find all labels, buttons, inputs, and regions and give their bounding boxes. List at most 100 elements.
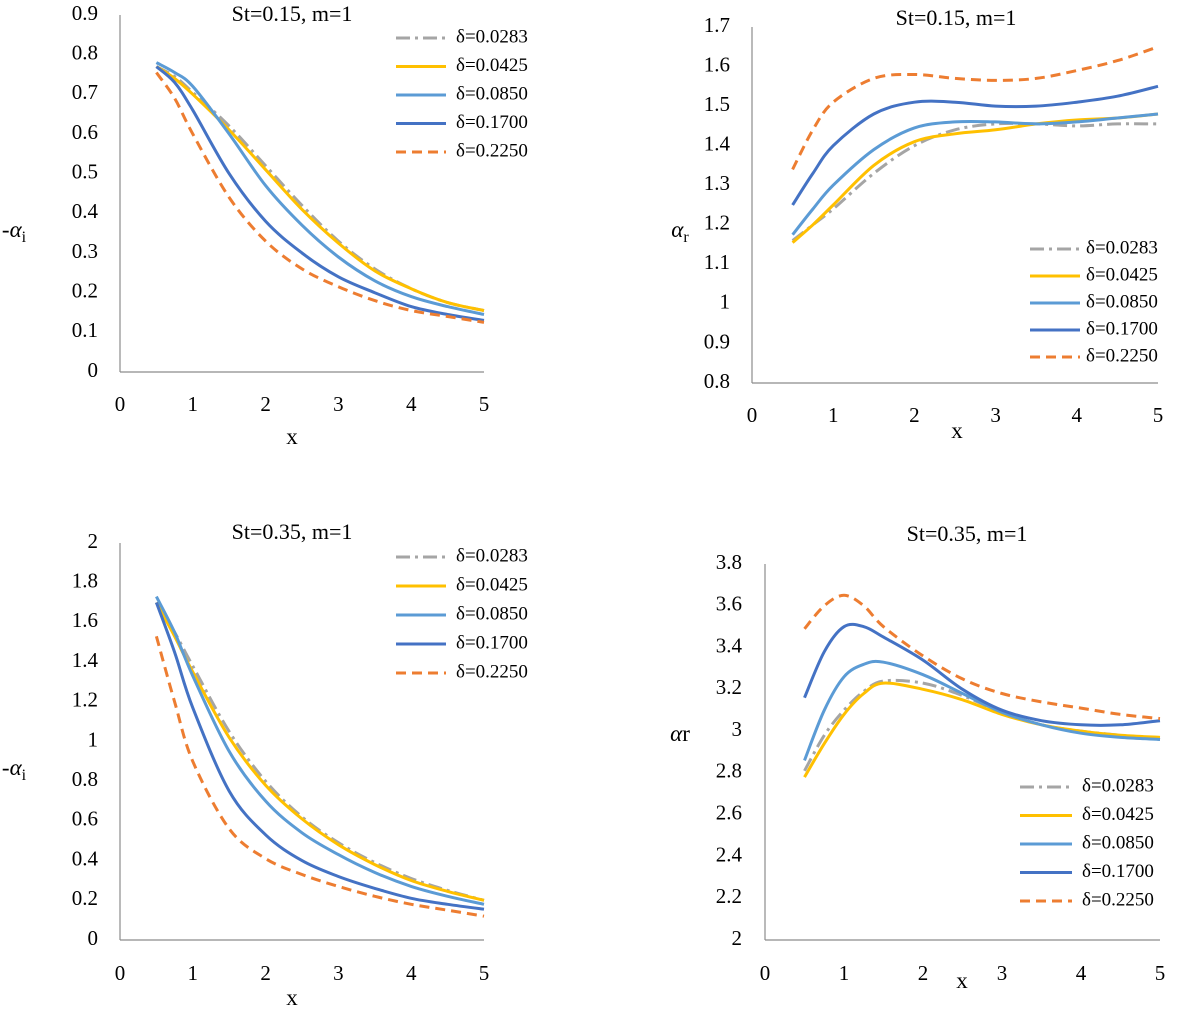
y-tick-label: 0.1 — [72, 318, 98, 342]
legend: δ=0.0283 δ=0.0425 δ=0.0850 δ=0.1700 δ=0.2250 — [1030, 237, 1158, 366]
x-tick-label: 2 — [260, 961, 271, 985]
y-tick-label: 0.6 — [72, 807, 98, 831]
y-tick-label: 0.8 — [72, 767, 98, 791]
x-tick-label: 4 — [406, 961, 417, 985]
legend-label: δ=0.2250 — [456, 661, 528, 682]
legend-label: δ=0.1700 — [1082, 861, 1154, 882]
series-line-3 — [155, 61, 485, 316]
legend: δ=0.0283 δ=0.0425 δ=0.0850 δ=0.1700 δ=0.2250 — [1020, 775, 1154, 910]
legend-label: δ=0.0425 — [456, 574, 528, 595]
y-tick-label: 3.8 — [716, 550, 742, 574]
y-tick-label: 3.6 — [716, 592, 742, 616]
x-tick-label: 4 — [1072, 403, 1083, 427]
chart-panel-2: 0.8 0.9 1 1.1 1.2 1.3 1.4 1.5 1.6 1.7 0 1 2 3 4 5 St=0.1… — [671, 5, 1163, 443]
x-tick-label: 1 — [828, 403, 839, 427]
legend-label: δ=0.0283 — [456, 545, 528, 566]
x-tick-label: 3 — [333, 392, 344, 416]
y-tick-label: 0.4 — [72, 199, 99, 223]
y-tick-label: 3.4 — [716, 633, 743, 657]
chart-title: St=0.15, m=1 — [896, 5, 1017, 30]
y-tick-label: 1.7 — [704, 13, 730, 37]
x-axis-label: x — [951, 418, 963, 443]
y-tick-label: 1.4 — [72, 648, 99, 672]
series-line-1 — [155, 601, 485, 902]
legend: δ=0.0283 δ=0.0425 δ=0.0850 δ=0.1700 δ=0.2250 — [396, 545, 528, 682]
y-tick-label: 1.3 — [704, 171, 730, 195]
x-tick-label: 4 — [1076, 961, 1087, 985]
legend-label: δ=0.2250 — [1082, 889, 1154, 910]
y-tick-label: 2.8 — [716, 759, 742, 783]
series-line-4 — [155, 65, 485, 322]
legend-label: δ=0.0283 — [1086, 237, 1158, 258]
chart-title: St=0.35, m=1 — [907, 521, 1028, 546]
chart-panel-4: 2 2.2 2.4 2.6 2.8 3 3.2 3.4 3.6 3.8 0 1 2 3 4 5 St=0.35,… — [670, 521, 1165, 993]
chart-title: St=0.15, m=1 — [232, 1, 353, 26]
y-tick-label: 0.8 — [704, 369, 730, 393]
series-line-2 — [155, 601, 485, 902]
legend: δ=0.0283 δ=0.0425 δ=0.0850 δ=0.1700 δ=0.2250 — [396, 26, 528, 161]
legend-label: δ=0.2250 — [456, 140, 528, 161]
y-tick-label: 2 — [88, 529, 99, 553]
series-line-3 — [155, 595, 485, 906]
chart-title: St=0.35, m=1 — [232, 519, 353, 544]
x-tick-label: 1 — [188, 961, 199, 985]
x-tick-label: 5 — [1153, 403, 1164, 427]
x-tick-label: 1 — [839, 961, 850, 985]
legend-label: δ=0.0283 — [456, 26, 528, 47]
y-tick-label: 0.5 — [72, 159, 98, 183]
y-tick-label: 0.8 — [72, 40, 98, 64]
y-tick-label: 0.9 — [704, 329, 730, 353]
y-axis-label: αr — [670, 721, 690, 746]
legend-label: δ=0.0850 — [1086, 291, 1158, 312]
x-tick-label: 4 — [406, 392, 417, 416]
x-tick-label: 5 — [479, 392, 490, 416]
legend-label: δ=0.2250 — [1086, 345, 1158, 366]
y-tick-label: 2 — [732, 926, 743, 950]
x-tick-label: 0 — [115, 392, 126, 416]
y-tick-label: 0.9 — [72, 1, 98, 25]
legend-label: δ=0.0425 — [1082, 804, 1154, 825]
y-tick-label: 0.2 — [72, 278, 98, 302]
y-tick-label: 1 — [88, 727, 99, 751]
x-tick-label: 5 — [1155, 961, 1166, 985]
series-line-5 — [155, 71, 485, 324]
x-tick-label: 3 — [997, 961, 1008, 985]
legend-label: δ=0.1700 — [456, 112, 528, 133]
y-tick-label: 2.2 — [716, 884, 742, 908]
y-tick-label: 0.6 — [72, 120, 98, 144]
x-tick-label: 0 — [760, 961, 771, 985]
y-tick-label: 1.6 — [704, 52, 730, 76]
x-tick-label: 2 — [918, 961, 929, 985]
legend-label: δ=0.1700 — [456, 632, 528, 653]
x-tick-label: 2 — [909, 403, 920, 427]
y-tick-label: 3 — [732, 717, 743, 741]
x-tick-label: 3 — [333, 961, 344, 985]
y-tick-label: 3.2 — [716, 675, 742, 699]
x-tick-label: 3 — [990, 403, 1001, 427]
y-tick-label: 1.1 — [704, 250, 730, 274]
y-tick-label: 0.7 — [72, 80, 98, 104]
y-tick-label: 2.4 — [716, 842, 743, 866]
legend-label: δ=0.0283 — [1082, 775, 1154, 796]
series-line-4 — [791, 84, 1159, 206]
y-tick-label: 1.6 — [72, 608, 98, 632]
y-tick-label: 1.5 — [704, 92, 730, 116]
y-tick-label: 2.6 — [716, 800, 742, 824]
y-tick-label: 1.2 — [72, 688, 98, 712]
legend-label: δ=0.0425 — [456, 55, 528, 76]
legend-label: δ=0.1700 — [1086, 318, 1158, 339]
y-tick-label: 0 — [88, 358, 99, 382]
chart-panel-1: 0 0.1 0.2 0.3 0.4 0.5 0.6 0.7 0.8 0.9 0 1 2 3 4 5 St=0.1… — [2, 1, 528, 449]
y-axis-label: -αi — [2, 755, 27, 783]
y-axis-label: αr — [671, 217, 689, 245]
series-line-1 — [791, 121, 1159, 242]
x-tick-label: 5 — [479, 961, 490, 985]
series-line-5 — [791, 45, 1159, 171]
x-tick-label: 0 — [747, 403, 758, 427]
y-tick-label: 0.2 — [72, 886, 98, 910]
legend-label: δ=0.0850 — [456, 603, 528, 624]
legend-label: δ=0.0850 — [1082, 832, 1154, 853]
legend-label: δ=0.0850 — [456, 83, 528, 104]
chart-panel-3: 0 0.2 0.4 0.6 0.8 1 1.2 1.4 1.6 1.8 2 0 1 2 3 4 5 St=0.35… — [2, 519, 528, 1010]
